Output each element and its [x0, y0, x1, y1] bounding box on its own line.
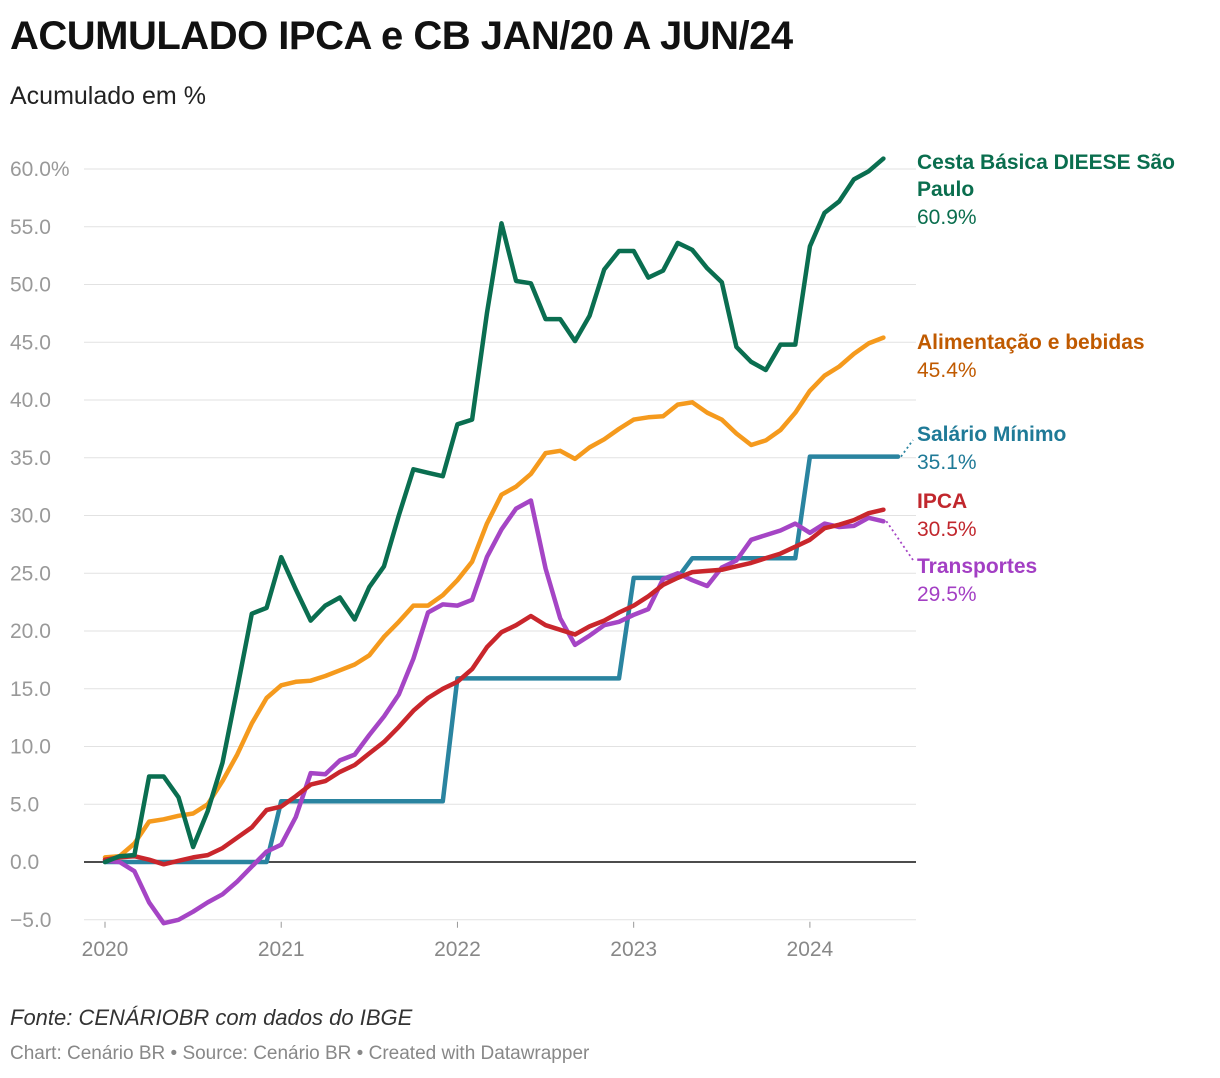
series-line-transportes	[102, 498, 886, 926]
y-tick-label: 20.0	[10, 620, 51, 643]
y-tick-label: 40.0	[10, 389, 51, 412]
y-tick-label: 50.0	[10, 274, 51, 297]
y-tick-label: 35.0	[10, 447, 51, 470]
series-label-value: 60.9%	[917, 206, 977, 229]
series-label-value: 30.5%	[917, 518, 977, 541]
y-tick-label: 60.0%	[10, 158, 70, 181]
x-tick-label: 2021	[258, 938, 305, 961]
x-axis-labels: 2020 2021 2022 2023 2024	[82, 921, 834, 961]
y-tick-label: −5.0	[10, 909, 51, 932]
series-label-group: IPCA 30.5%	[917, 490, 977, 541]
y-tick-label: 15.0	[10, 678, 51, 701]
series-line-sal-rio-m-nimo	[102, 454, 901, 865]
series-label-name: Salário Mínimo	[917, 423, 1066, 446]
series-label-group: Alimentação e bebidas 45.4%	[917, 331, 1145, 382]
x-tick-label: 2020	[82, 938, 129, 961]
y-tick-label: 45.0	[10, 331, 51, 354]
y-tick-label: 55.0	[10, 216, 51, 239]
x-tick-label: 2022	[434, 938, 481, 961]
series-lines	[102, 156, 901, 926]
series-line-ipca	[102, 507, 886, 867]
series-line-alimenta-o-e-bebidas	[102, 335, 886, 860]
series-label-value: 35.1%	[917, 451, 977, 474]
series-end-labels: Salário Mínimo 35.1% Alimentação e bebidas…	[885, 151, 1175, 606]
x-tick-label: 2024	[787, 938, 834, 961]
series-label-name: Transportes	[917, 555, 1037, 578]
y-axis-labels: 60.0% 55.0 50.0 45.0 40.0 35.0 30.0 25.0 20.0 15.…	[10, 158, 70, 932]
label-connector	[885, 520, 914, 561]
series-label-name: Alimentação e bebidas	[917, 331, 1145, 354]
label-connector	[900, 439, 914, 458]
y-tick-label: 10.0	[10, 736, 51, 759]
series-label-value: 29.5%	[917, 583, 977, 606]
series-line-cesta-b-sica-dieese-s-o-paulo	[102, 156, 886, 865]
series-label-group: Transportes 29.5%	[885, 520, 1037, 606]
series-label-name: IPCA	[917, 490, 967, 513]
chart-subtitle: Acumulado em %	[10, 82, 206, 110]
series-label-value: 45.4%	[917, 359, 977, 382]
series-label-group: Cesta Básica DIEESE São Paulo 60.9%	[917, 151, 1175, 229]
chart-title: ACUMULADO IPCA e CB JAN/20 A JUN/24	[10, 14, 793, 58]
y-tick-label: 0.0	[10, 851, 39, 874]
x-tick-label: 2023	[610, 938, 657, 961]
y-tick-label: 5.0	[10, 793, 39, 816]
y-tick-label: 30.0	[10, 505, 51, 528]
y-tick-label: 25.0	[10, 562, 51, 585]
source-note: Fonte: CENÁRIOBR com dados do IBGE	[10, 1005, 413, 1030]
series-label-name-cont: Paulo	[917, 178, 974, 201]
chart-credits: Chart: Cenário BR • Source: Cenário BR •…	[10, 1043, 590, 1064]
line-chart: 60.0% 55.0 50.0 45.0 40.0 35.0 30.0 25.0 20.0 15.…	[10, 151, 1175, 961]
series-label-name: Cesta Básica DIEESE São	[917, 151, 1175, 174]
series-label-group: Salário Mínimo 35.1%	[900, 423, 1066, 474]
